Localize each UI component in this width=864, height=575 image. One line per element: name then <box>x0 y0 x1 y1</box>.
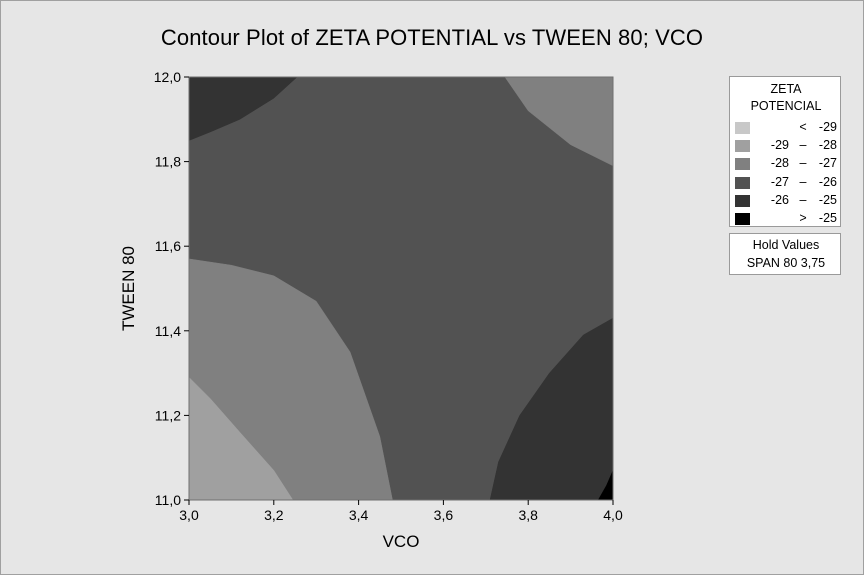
hold-values-box: Hold Values SPAN 80 3,75 <box>729 233 841 275</box>
legend-item: -29– -28 <box>735 138 839 154</box>
legend-high-value: -29 <box>818 120 837 134</box>
legend: ZETA POTENCIAL < -29 -29– -28 -28– -27 -27– -26… <box>729 76 841 227</box>
legend-high-value: -28 <box>818 138 837 153</box>
contour-region-4 <box>504 77 613 167</box>
legend-swatch <box>735 122 750 134</box>
legend-separator: – <box>799 174 807 189</box>
y-tick-label: 11,2 <box>155 407 181 423</box>
contour-region-6 <box>489 317 613 500</box>
legend-item: < -29 <box>735 120 839 136</box>
y-axis-label: TWEEN 80 <box>119 246 138 331</box>
legend-item: -26– -25 <box>735 193 839 209</box>
legend-item: > -25 <box>735 211 839 227</box>
y-tick-label: 11,8 <box>155 154 181 170</box>
y-tick-label: 12,0 <box>154 69 181 85</box>
x-tick-label: 3,6 <box>434 507 454 523</box>
legend-separator: > <box>799 211 807 225</box>
hold-values-text: SPAN 80 3,75 <box>746 256 826 270</box>
legend-separator: < <box>799 120 807 134</box>
legend-title-line-2: POTENCIAL <box>750 99 822 113</box>
legend-item: -27– -26 <box>735 175 839 191</box>
legend-swatch <box>735 194 750 207</box>
x-axis-label: VCO <box>383 532 420 551</box>
contour-region-3 <box>189 376 294 500</box>
legend-swatch <box>735 213 750 225</box>
legend-separator: – <box>799 156 807 171</box>
legend-item: -28– -27 <box>735 156 839 172</box>
legend-high-value: -25 <box>818 192 837 207</box>
y-tick-label: 11,6 <box>155 238 181 254</box>
legend-high-value: -27 <box>818 156 837 171</box>
hold-values-title: Hold Values <box>752 238 820 252</box>
legend-high-value: -25 <box>818 211 837 225</box>
contour-regions <box>189 77 613 500</box>
axis-ticks: 3,0 3,2 3,4 3,6 3,8 4,0 11,0 11,2 11,4 11,6 11,8 12… <box>154 69 623 523</box>
legend-separator: – <box>799 138 807 153</box>
contour-region-5 <box>189 77 298 141</box>
y-tick-label: 11,0 <box>155 492 181 508</box>
x-tick-label: 3,4 <box>349 507 369 523</box>
legend-low-value: -26 <box>770 192 789 207</box>
legend-swatch <box>735 176 750 189</box>
x-tick-label: 3,0 <box>179 507 199 523</box>
contour-region-7 <box>597 470 613 500</box>
legend-high-value: -26 <box>818 174 837 189</box>
y-tick-label: 11,4 <box>155 323 181 339</box>
legend-low-value: -29 <box>770 138 789 153</box>
chart-title: Contour Plot of ZETA POTENTIAL vs TWEEN … <box>160 25 704 50</box>
legend-title-line-1: ZETA <box>770 82 802 96</box>
x-tick-label: 3,8 <box>518 507 538 523</box>
legend-separator: – <box>799 192 807 207</box>
x-tick-label: 4,0 <box>603 507 623 523</box>
legend-swatch <box>735 158 750 171</box>
plot-border <box>188 76 614 501</box>
legend-title: ZETA POTENCIAL <box>730 81 842 115</box>
legend-low-value: -28 <box>770 156 789 171</box>
legend-low-value: -27 <box>770 174 789 189</box>
legend-swatch <box>735 140 750 153</box>
x-tick-label: 3,2 <box>264 507 284 523</box>
